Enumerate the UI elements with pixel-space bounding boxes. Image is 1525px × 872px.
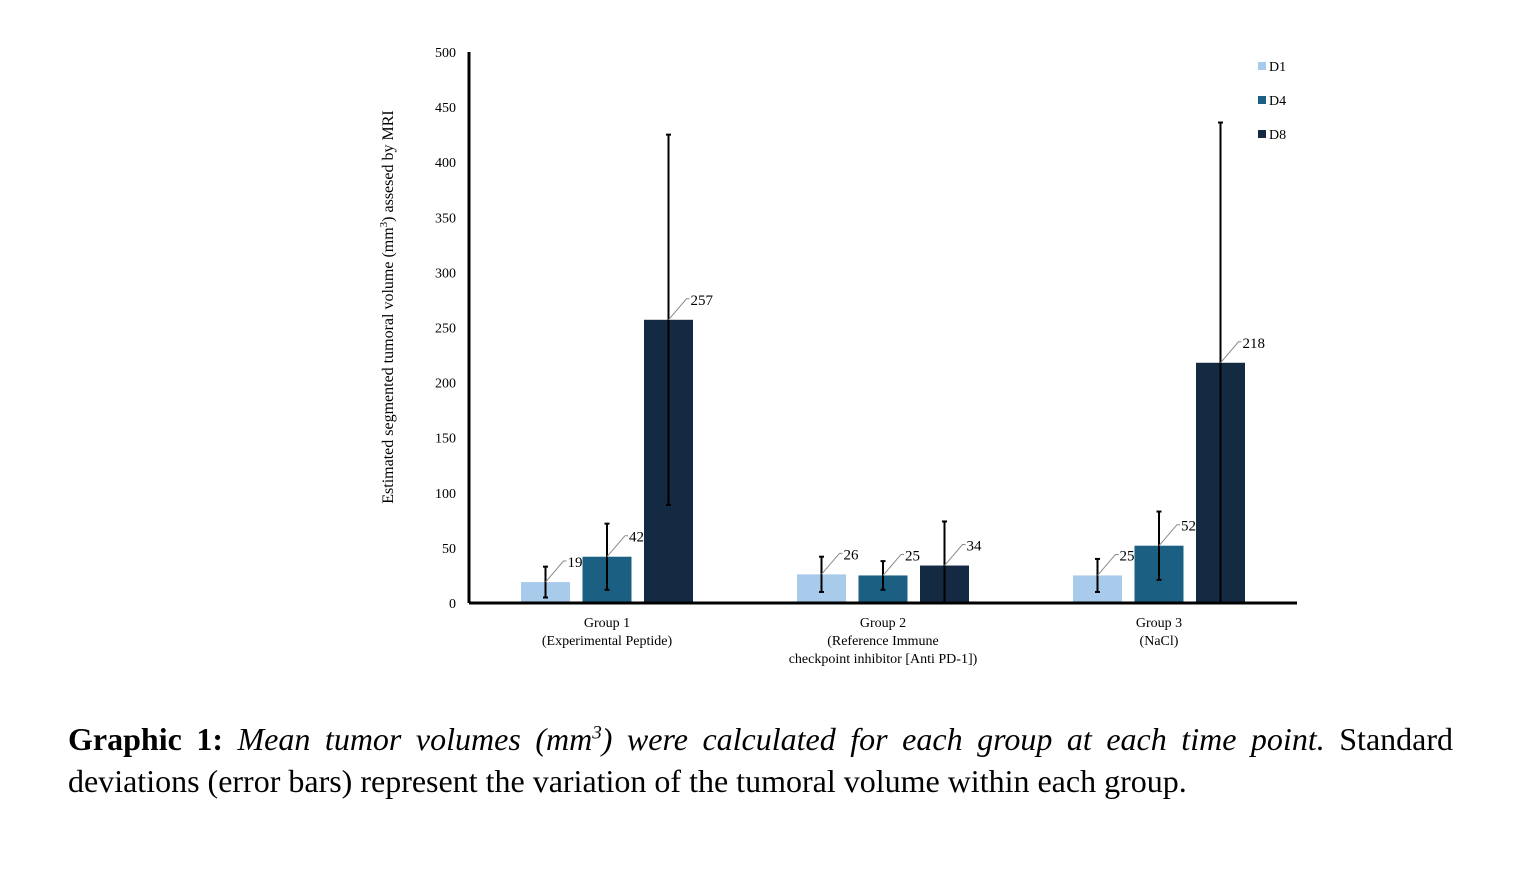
y-tick-label: 450 [435, 101, 456, 116]
data-label-leader [1158, 524, 1180, 547]
y-tick-label: 0 [449, 597, 456, 612]
y-axis-label: Estimated segmented tumoral volume (mm3)… [378, 110, 397, 503]
legend-label: D4 [1269, 94, 1286, 109]
data-label-leader [944, 544, 966, 566]
caption-rest: Standard deviations (error bars) represe… [68, 721, 1454, 799]
caption-italic-pre: Mean tumor volumes (mm [222, 721, 593, 757]
y-tick-label: 100 [435, 487, 456, 502]
category-labels: Group 1 (Experimental Peptide) Group 2 (Ref… [542, 616, 1182, 667]
y-tick-label: 400 [435, 156, 456, 171]
legend-swatch [1258, 96, 1266, 104]
caption-italic-post: ) were calculated for each group at each… [601, 721, 1325, 757]
figure-caption: Graphic 1: Mean tumor volumes (mm3) were… [68, 718, 1453, 802]
y-tick-label: 200 [435, 377, 456, 392]
y-tick-label: 50 [442, 542, 456, 557]
legend-swatch [1258, 62, 1266, 70]
data-labels: 19 42 257 26 25 34 25 52 218 [545, 293, 1266, 583]
legend: D1 D4 D8 [1258, 60, 1286, 143]
data-label-leader [882, 553, 904, 576]
y-axis-title: Estimated segmented tumoral volume (mm3)… [378, 110, 397, 503]
data-label: 25 [905, 548, 920, 564]
category-label: Group 2 (Reference Immune checkpoint inhib… [789, 616, 978, 667]
data-label-leader [668, 298, 690, 321]
bar-chart: Estimated segmented tumoral volume (mm3)… [378, 46, 1297, 667]
y-tick-label: 300 [435, 266, 456, 281]
category-label: Group 3 (NaCl) [1136, 616, 1182, 649]
legend-swatch [1258, 130, 1266, 138]
caption-italic-sup: 3 [592, 722, 602, 744]
data-label: 26 [844, 547, 860, 563]
y-axis-ticks: 0 50 100 150 200 250 300 350 400 450 500 [435, 46, 456, 612]
y-tick-label: 250 [435, 322, 456, 337]
data-label: 257 [691, 293, 714, 309]
y-tick-label: 500 [435, 46, 456, 61]
data-label-leader [545, 560, 567, 583]
data-label: 34 [967, 539, 983, 555]
caption-lead: Graphic 1: [68, 721, 223, 757]
data-label: 25 [1120, 548, 1135, 564]
legend-label: D1 [1269, 60, 1286, 75]
data-label-leader [606, 535, 628, 558]
data-label-leader [821, 552, 843, 575]
y-tick-label: 350 [435, 211, 456, 226]
caption-italic: Mean tumor volumes (mm3) were calculated… [223, 721, 1325, 757]
data-label: 19 [568, 555, 583, 571]
data-label-leader [1220, 341, 1242, 364]
y-tick-label: 150 [435, 432, 456, 447]
category-label: Group 1 (Experimental Peptide) [542, 616, 673, 649]
data-label: 52 [1181, 519, 1196, 535]
data-label: 42 [629, 530, 644, 546]
legend-label: D8 [1269, 128, 1286, 143]
data-label: 218 [1243, 336, 1266, 352]
axes [467, 52, 1297, 605]
data-label-leader [1097, 553, 1119, 576]
